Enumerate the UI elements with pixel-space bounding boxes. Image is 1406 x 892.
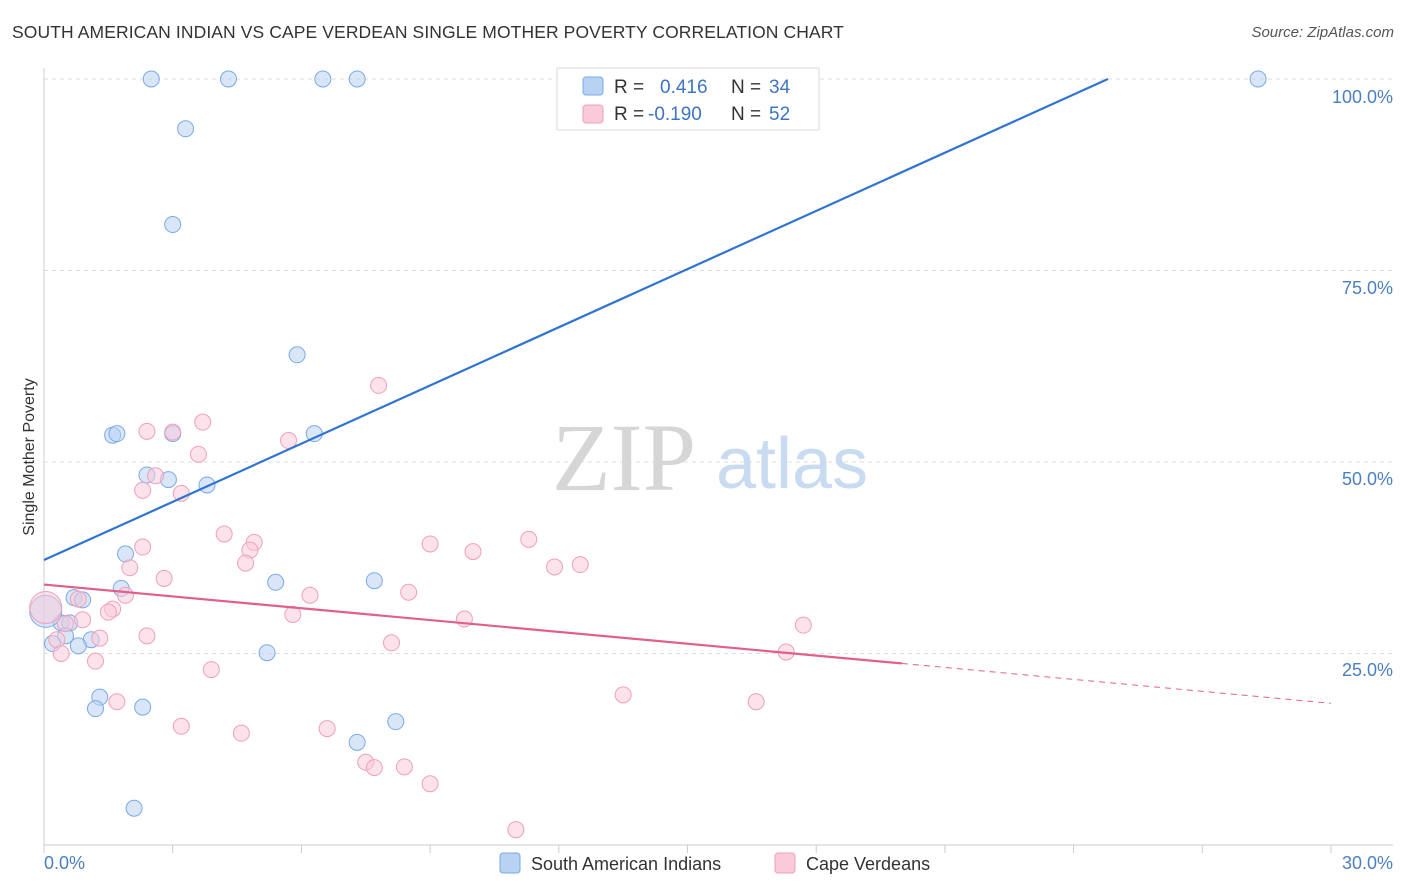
x-tick-label-min: 0.0%: [44, 853, 85, 873]
legend-n-label-2: N =: [731, 104, 761, 125]
pink-point-17: [571, 556, 589, 574]
pink-point-16: [546, 558, 564, 576]
blue-point-6: [164, 216, 182, 234]
legend-r-label-1: R =: [614, 77, 644, 98]
legend-swatch-pink: [582, 104, 604, 124]
legend-swatch-blue: [582, 76, 604, 96]
blue-point-0: [142, 70, 160, 88]
blue-point-27: [258, 644, 276, 662]
blue-point-3: [348, 70, 366, 88]
pink-point-39: [614, 686, 632, 704]
pink-point-31: [138, 627, 156, 645]
pink-point-0: [370, 376, 388, 394]
blue-point-2: [314, 70, 332, 88]
pink-point-46: [365, 759, 383, 777]
pink-point-12: [421, 535, 439, 553]
pink-point-6: [134, 481, 152, 499]
blue-point-9: [108, 425, 126, 443]
y-tick-label-75: 75.0%: [1342, 278, 1393, 298]
pink-point-5: [147, 467, 165, 485]
bottom-legend-label-1: South American Indians: [531, 854, 721, 874]
pink-point-15: [237, 554, 255, 572]
pink-point-47: [395, 758, 413, 776]
bottom-legend: South American Indians Cape Verdeans: [499, 852, 930, 874]
blue-point-33: [348, 733, 366, 751]
chart-source: Source: ZipAtlas.com: [1251, 24, 1394, 41]
legend-n-label-1: N =: [731, 77, 761, 98]
bottom-legend-swatch-blue: [499, 852, 521, 874]
trendline-cape-verdeans: [43, 583, 903, 665]
pink-point-49: [29, 591, 63, 625]
data-points: [29, 70, 1267, 839]
pink-point-51: [138, 422, 156, 440]
blue-point-25: [69, 637, 87, 655]
pink-point-13: [464, 543, 482, 561]
pink-point-37: [86, 652, 104, 670]
pink-point-30: [794, 616, 812, 634]
x-tick-label-max: 30.0%: [1342, 853, 1393, 873]
blue-point-1: [219, 70, 237, 88]
pink-point-21: [301, 586, 319, 604]
pink-point-1: [194, 413, 212, 431]
legend-r-value-1: 0.416: [660, 77, 708, 98]
blue-point-5: [177, 120, 195, 138]
trendline-cape-verdeans-extension: [901, 662, 1332, 704]
legend-r-label-2: R =: [614, 104, 644, 125]
watermark: ZIP atlas: [552, 404, 868, 511]
pink-point-24: [117, 586, 135, 604]
pink-point-18: [121, 559, 139, 577]
legend-box: R = 0.416 N = 34 R = -0.190 N = 52: [556, 67, 820, 131]
pink-point-35: [52, 645, 70, 662]
pink-point-2: [164, 423, 182, 441]
pink-point-44: [232, 724, 250, 742]
blue-point-18: [365, 572, 383, 590]
pink-point-20: [400, 583, 418, 601]
pink-point-11: [134, 538, 152, 556]
y-tick-label-25: 25.0%: [1342, 660, 1393, 680]
pink-point-28: [74, 611, 92, 629]
blue-point-34: [125, 799, 143, 817]
pink-point-40: [108, 693, 126, 711]
pink-point-50: [507, 821, 525, 839]
y-tick-label-100: 100.0%: [1332, 87, 1393, 107]
pink-point-43: [318, 720, 336, 738]
legend-r-value-2: -0.190: [648, 104, 702, 125]
watermark-zip: ZIP: [552, 404, 696, 511]
pink-point-38: [202, 661, 220, 679]
pink-point-29: [56, 615, 74, 633]
pink-point-25: [69, 590, 87, 608]
axes: [43, 68, 1393, 853]
blue-point-7: [288, 346, 306, 364]
pink-point-14: [520, 530, 538, 548]
blue-point-32: [387, 713, 405, 731]
bottom-legend-label-2: Cape Verdeans: [806, 854, 930, 874]
pink-point-32: [91, 629, 109, 647]
pink-point-23: [99, 603, 117, 621]
pink-point-41: [747, 693, 765, 711]
trend-lines: [43, 77, 1332, 704]
pink-point-4: [189, 445, 207, 463]
legend-n-value-1: 34: [769, 77, 791, 98]
pink-point-8: [215, 525, 233, 543]
y-tick-labels: 25.0% 50.0% 75.0% 100.0%: [1332, 87, 1393, 680]
pink-point-42: [172, 717, 190, 735]
blue-point-4: [1249, 70, 1267, 88]
blue-point-31: [134, 698, 152, 716]
pink-point-19: [155, 569, 173, 587]
watermark-atlas: atlas: [716, 424, 868, 504]
y-tick-label-50: 50.0%: [1342, 469, 1393, 489]
pink-point-48: [421, 775, 439, 793]
chart-title: SOUTH AMERICAN INDIAN VS CAPE VERDEAN SI…: [12, 22, 844, 42]
blue-point-17: [267, 573, 285, 591]
pink-point-34: [382, 634, 400, 652]
legend-n-value-2: 52: [769, 104, 790, 125]
y-axis-label: Single Mother Poverty: [21, 378, 38, 535]
trendline-south-american-indians: [43, 77, 1109, 562]
bottom-legend-swatch-pink: [774, 852, 796, 874]
blue-point-30: [86, 700, 104, 718]
